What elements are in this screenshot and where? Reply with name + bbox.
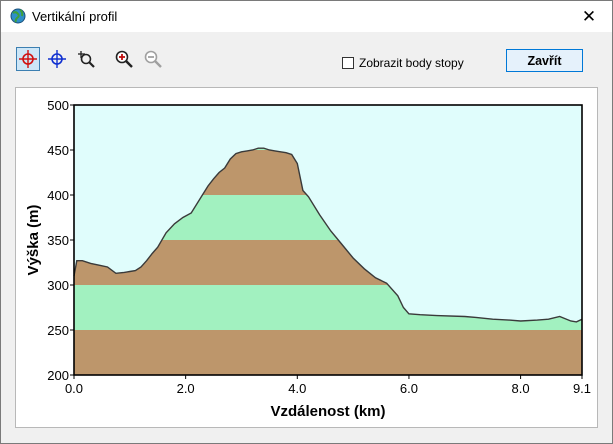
zoom-area-button[interactable] bbox=[74, 47, 98, 71]
crosshair-red-button[interactable] bbox=[16, 47, 40, 71]
crosshair-blue-button[interactable] bbox=[45, 47, 69, 71]
show-track-points-label: Zobrazit body stopy bbox=[359, 56, 464, 70]
globe-icon bbox=[10, 8, 26, 24]
zoom-out-icon bbox=[144, 50, 162, 68]
y-tick-label: 200 bbox=[47, 368, 69, 383]
x-tick-label: 2.0 bbox=[177, 381, 195, 396]
elevation-band bbox=[74, 330, 582, 375]
show-track-points-checkbox[interactable] bbox=[342, 57, 354, 69]
crosshair-blue-icon bbox=[48, 50, 66, 68]
window-close-button[interactable]: ✕ bbox=[581, 7, 597, 26]
x-tick-label: 0.0 bbox=[65, 381, 83, 396]
toolbar bbox=[1, 43, 612, 81]
y-tick-label: 250 bbox=[47, 323, 69, 338]
chart-panel: 200 250 300 350 400 450 500 0.0 2.0 4.0 6.0 8.0 9.1 V… bbox=[15, 87, 598, 428]
x-tick-label: 8.0 bbox=[512, 381, 530, 396]
x-tick-label: 6.0 bbox=[400, 381, 418, 396]
x-axis-label: Vzdálenost (km) bbox=[270, 403, 385, 420]
y-tick-label: 300 bbox=[47, 278, 69, 293]
zoom-in-button[interactable] bbox=[112, 47, 136, 71]
x-tick-label: 9.1 bbox=[573, 381, 591, 396]
y-axis-label: Výška (m) bbox=[25, 205, 42, 276]
zoom-area-icon bbox=[78, 51, 95, 68]
crosshair-red-icon bbox=[19, 50, 37, 68]
profile-line bbox=[73, 147, 583, 323]
title-bar: Vertikální profil ✕ bbox=[1, 1, 612, 32]
y-tick-label: 400 bbox=[47, 188, 69, 203]
y-tick-label: 350 bbox=[47, 233, 69, 248]
zoom-out-button[interactable] bbox=[141, 47, 165, 71]
elevation-profile-chart: 200 250 300 350 400 450 500 0.0 2.0 4.0 6.0 8.0 9.1 V… bbox=[25, 98, 591, 420]
x-tick-label: 4.0 bbox=[288, 381, 306, 396]
close-button[interactable]: Zavřít bbox=[506, 49, 583, 72]
y-tick-label: 450 bbox=[47, 143, 69, 158]
y-tick-label: 500 bbox=[47, 98, 69, 113]
zoom-in-icon bbox=[115, 50, 133, 68]
window-title: Vertikální profil bbox=[32, 9, 118, 24]
